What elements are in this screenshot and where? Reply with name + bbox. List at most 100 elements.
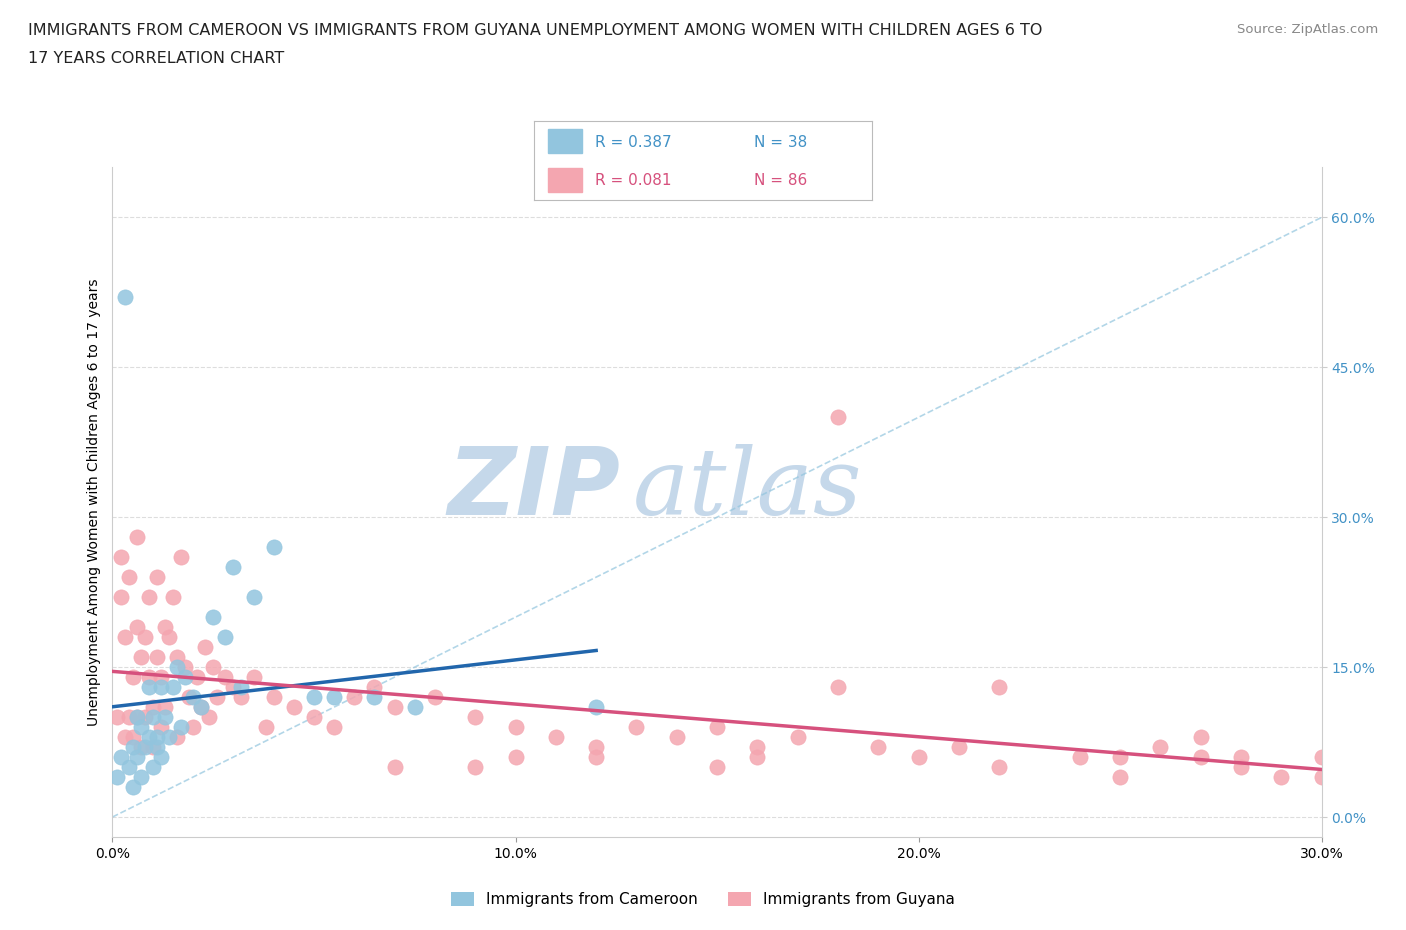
Point <box>157 730 180 745</box>
Point <box>283 699 305 714</box>
Point <box>868 739 890 754</box>
Point <box>302 710 325 724</box>
Point <box>125 530 148 545</box>
Point <box>706 760 728 775</box>
Point <box>988 680 1011 695</box>
Point <box>121 670 143 684</box>
Point <box>110 590 132 604</box>
Point <box>114 630 136 644</box>
Point <box>121 739 143 754</box>
Point <box>827 680 849 695</box>
Point <box>134 739 156 754</box>
Point <box>174 659 197 674</box>
Point <box>384 760 406 775</box>
Point <box>254 720 277 735</box>
Point <box>1109 750 1132 764</box>
Point <box>105 710 128 724</box>
Point <box>1149 739 1171 754</box>
Point <box>827 410 849 425</box>
Point <box>117 760 139 775</box>
Point <box>153 619 176 634</box>
Point <box>363 690 385 705</box>
Point <box>181 720 204 735</box>
Point <box>166 650 188 665</box>
Point <box>242 670 264 684</box>
Point <box>231 680 253 695</box>
Point <box>142 699 165 714</box>
Point <box>202 659 225 674</box>
Text: Source: ZipAtlas.com: Source: ZipAtlas.com <box>1237 23 1378 36</box>
Point <box>142 760 165 775</box>
Point <box>747 739 769 754</box>
Point <box>948 739 970 754</box>
Point <box>343 690 366 705</box>
Point <box>505 720 527 735</box>
Point <box>146 650 169 665</box>
Point <box>363 680 385 695</box>
Point <box>142 739 165 754</box>
Point <box>146 730 169 745</box>
Point <box>323 690 346 705</box>
Point <box>1270 770 1292 785</box>
Point <box>166 730 188 745</box>
Text: N = 38: N = 38 <box>754 135 807 150</box>
Point <box>125 750 148 764</box>
Point <box>202 610 225 625</box>
Legend: Immigrants from Cameroon, Immigrants from Guyana: Immigrants from Cameroon, Immigrants fro… <box>444 885 962 913</box>
Point <box>198 710 221 724</box>
Point <box>117 710 139 724</box>
Point <box>1230 750 1253 764</box>
Point <box>1109 770 1132 785</box>
Text: IMMIGRANTS FROM CAMEROON VS IMMIGRANTS FROM GUYANA UNEMPLOYMENT AMONG WOMEN WITH: IMMIGRANTS FROM CAMEROON VS IMMIGRANTS F… <box>28 23 1042 38</box>
Point <box>464 760 486 775</box>
Text: R = 0.387: R = 0.387 <box>595 135 672 150</box>
Point <box>138 590 160 604</box>
Point <box>194 640 217 655</box>
Y-axis label: Unemployment Among Women with Children Ages 6 to 17 years: Unemployment Among Women with Children A… <box>87 278 101 726</box>
Point <box>134 710 156 724</box>
Point <box>302 690 325 705</box>
Text: R = 0.081: R = 0.081 <box>595 173 672 188</box>
Point <box>181 690 204 705</box>
Point <box>384 699 406 714</box>
Point <box>585 739 607 754</box>
Point <box>544 730 567 745</box>
Point <box>121 730 143 745</box>
Point <box>129 739 152 754</box>
Point <box>134 630 156 644</box>
Point <box>214 670 236 684</box>
Point <box>323 720 346 735</box>
Text: ZIP: ZIP <box>447 443 620 535</box>
FancyBboxPatch shape <box>548 128 582 153</box>
Text: N = 86: N = 86 <box>754 173 807 188</box>
Point <box>464 710 486 724</box>
FancyBboxPatch shape <box>548 168 582 193</box>
Point <box>222 560 245 575</box>
Point <box>786 730 808 745</box>
Point <box>117 570 139 585</box>
Point <box>121 779 143 794</box>
Point <box>505 750 527 764</box>
Point <box>110 750 132 764</box>
Point <box>1310 770 1333 785</box>
Point <box>214 630 236 644</box>
Text: 17 YEARS CORRELATION CHART: 17 YEARS CORRELATION CHART <box>28 51 284 66</box>
Point <box>1230 760 1253 775</box>
Point <box>585 699 607 714</box>
Point <box>988 760 1011 775</box>
Point <box>114 290 136 305</box>
Point <box>129 770 152 785</box>
Point <box>190 699 212 714</box>
Point <box>404 699 426 714</box>
Text: atlas: atlas <box>633 444 862 534</box>
Point <box>149 750 172 764</box>
Point <box>149 670 172 684</box>
Point <box>1189 730 1212 745</box>
Point <box>706 720 728 735</box>
Point <box>166 659 188 674</box>
Point <box>153 699 176 714</box>
Point <box>1310 750 1333 764</box>
Point <box>138 730 160 745</box>
Point <box>146 570 169 585</box>
Point <box>207 690 229 705</box>
